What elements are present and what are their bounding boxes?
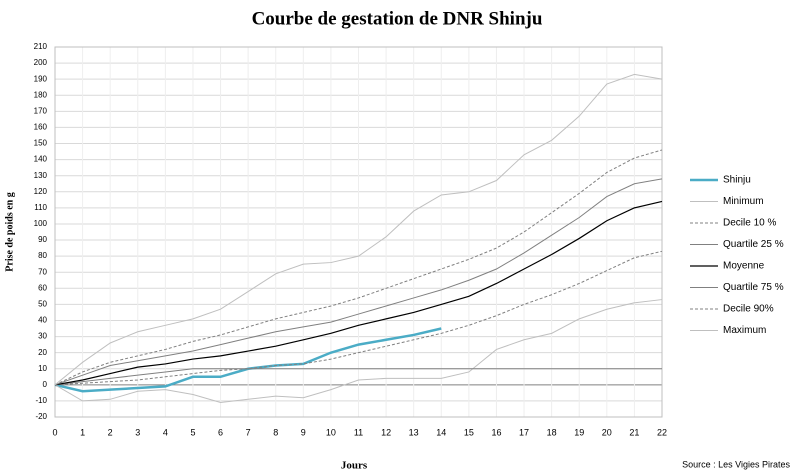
- x-axis-label: Jours: [341, 460, 368, 472]
- legend-label: Quartile 25 %: [723, 239, 784, 250]
- y-tick-label: 60: [38, 283, 47, 292]
- series-line: [54, 250, 663, 386]
- legend-label: Shinju: [723, 175, 751, 186]
- x-tick-label: 13: [409, 427, 419, 437]
- y-tick-label: 160: [34, 123, 48, 132]
- x-tick-label: 3: [135, 427, 140, 437]
- y-tick-label: 210: [34, 42, 48, 51]
- y-tick-label: -20: [35, 412, 47, 421]
- y-tick-label: 170: [34, 106, 48, 115]
- chart-title: Courbe de gestation de DNR Shinju: [252, 8, 543, 29]
- series-line: [54, 149, 663, 386]
- y-tick-label: 150: [34, 139, 48, 148]
- y-tick-label: 180: [34, 90, 48, 99]
- y-tick-label: 120: [34, 187, 48, 196]
- y-tick-label: 200: [34, 58, 48, 67]
- x-tick-label: 18: [547, 427, 557, 437]
- y-tick-label: 20: [38, 348, 47, 357]
- y-axis-label: Prise de poids en g: [4, 192, 15, 271]
- x-tick-label: 21: [629, 427, 639, 437]
- legend-label: Decile 90%: [723, 304, 774, 315]
- x-tick-label: 5: [190, 427, 195, 437]
- x-tick-label: 14: [436, 427, 446, 437]
- x-tick-label: 11: [354, 427, 363, 437]
- y-tick-label: 50: [38, 300, 47, 309]
- series-line: [54, 73, 663, 386]
- y-tick-label: 140: [34, 155, 48, 164]
- x-tick-label: 0: [52, 427, 57, 437]
- series-line: [54, 178, 663, 386]
- y-tick-label: 10: [38, 364, 47, 373]
- y-tick-label: 80: [38, 251, 47, 260]
- y-tick-label: 190: [34, 74, 48, 83]
- x-tick-label: 22: [657, 427, 667, 437]
- x-tick-label: 19: [574, 427, 584, 437]
- x-tick-label: 15: [464, 427, 474, 437]
- x-tick-label: 8: [273, 427, 278, 437]
- x-tick-label: 2: [108, 427, 113, 437]
- x-tick-label: 10: [326, 427, 336, 437]
- y-tick-label: 130: [34, 171, 48, 180]
- series-line: [54, 200, 663, 386]
- x-tick-label: 16: [491, 427, 501, 437]
- y-tick-label: 70: [38, 267, 47, 276]
- x-tick-label: 12: [381, 427, 391, 437]
- y-tick-label: 0: [43, 380, 48, 389]
- plot-border: [54, 46, 663, 418]
- y-tick-label: 90: [38, 235, 47, 244]
- legend-label: Moyenne: [723, 261, 765, 272]
- x-tick-label: 1: [80, 427, 85, 437]
- y-tick-label: 100: [34, 219, 48, 228]
- x-tick-label: 7: [246, 427, 251, 437]
- x-tick-label: 17: [519, 427, 529, 437]
- series-line: [54, 299, 663, 404]
- x-tick-label: 6: [218, 427, 223, 437]
- x-tick-label: 20: [602, 427, 612, 437]
- x-tick-label: 9: [301, 427, 306, 437]
- y-tick-label: 40: [38, 316, 47, 325]
- x-tick-label: 4: [163, 427, 168, 437]
- legend-label: Minimum: [723, 196, 764, 207]
- source: Source : Les Vigies Pirates: [682, 459, 790, 469]
- legend-label: Decile 10 %: [723, 218, 776, 229]
- y-tick-label: 110: [34, 203, 47, 212]
- legend-label: Quartile 75 %: [723, 282, 784, 293]
- legend-label: Maximum: [723, 325, 766, 336]
- y-tick-label: 30: [38, 332, 47, 341]
- y-tick-label: -10: [35, 396, 47, 405]
- series-line: [54, 368, 662, 386]
